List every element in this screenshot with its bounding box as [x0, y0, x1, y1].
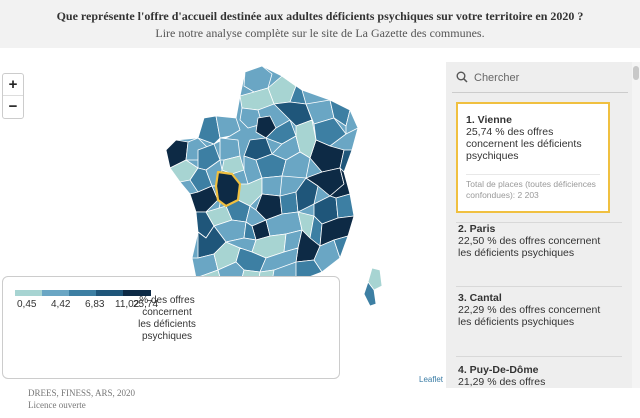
page-header: Que représente l'offre d'accueil destiné…: [0, 0, 640, 48]
department-indre-loire: [221, 155, 245, 175]
department-share: 22,50 % des offres concernent les défici…: [458, 235, 601, 259]
department-calvados: [215, 115, 241, 139]
department-haute-corse: [367, 267, 383, 291]
sidebar-scrollbar[interactable]: [632, 62, 640, 388]
legend-swatch-2: [42, 290, 69, 296]
search-underline: [452, 92, 628, 93]
department-oise: [239, 107, 263, 129]
ranking-sidebar[interactable]: 1. Vienne 25,74 % des offres concernent …: [446, 62, 632, 388]
data-source: DREES, FINESS, ARS, 2020 Licence ouverte: [28, 387, 135, 411]
legend-swatch-3: [69, 290, 96, 296]
ranking-card[interactable]: 2. Paris 22,50 % des offres concernent l…: [458, 222, 608, 259]
department-saone-loire: [281, 151, 311, 179]
search-icon: [456, 71, 468, 83]
legend-swatch-5: [123, 290, 151, 296]
department-total-places: Total de places (toutes déficiences conf…: [466, 174, 600, 201]
legend-swatch-4: [96, 290, 123, 296]
page-title: Que représente l'offre d'accueil destiné…: [56, 9, 584, 23]
legend-label: % des offres concernent les déficients p…: [138, 295, 196, 342]
legend-tick-5: 25,74: [133, 299, 159, 310]
choropleth-map[interactable]: [0, 62, 446, 388]
france-map-svg[interactable]: [0, 62, 446, 388]
search-box[interactable]: [452, 67, 628, 89]
license-line: Licence ouverte: [28, 400, 86, 410]
zoom-out-button[interactable]: −: [8, 98, 18, 115]
legend-swatch-1: [15, 290, 42, 296]
department-share: 21,29 % des offres: [458, 376, 546, 388]
department-name: 2. Paris: [458, 223, 496, 235]
zoom-in-button[interactable]: +: [3, 74, 23, 96]
scrollbar-thumb[interactable]: [633, 66, 639, 80]
department-share: 22,29 % des offres concernent les défici…: [458, 304, 601, 328]
page-subtitle: Lire notre analyse complète sur le site …: [155, 26, 485, 40]
divider: [456, 286, 622, 287]
department-name: 3. Cantal: [458, 292, 502, 304]
map-legend: 0,45 4,42 6,83 11,02 25,74 % des offres …: [2, 276, 340, 379]
department-name: 1. Vienne: [466, 114, 512, 126]
ranking-card[interactable]: 4. Puy-De-Dôme 21,29 % des offres: [458, 364, 608, 388]
zoom-control: + −: [2, 73, 24, 119]
legend-tick-1: 0,45: [17, 299, 37, 310]
legend-tick-3: 6,83: [85, 299, 105, 310]
ranking-card[interactable]: 3. Cantal 22,29 % des offres concernent …: [458, 292, 608, 328]
legend-tick-4: 11,02: [115, 299, 140, 310]
highlighted-department-outline: [214, 170, 242, 208]
ranking-card-selected[interactable]: 1. Vienne 25,74 % des offres concernent …: [456, 102, 610, 213]
source-line: DREES, FINESS, ARS, 2020: [28, 388, 136, 398]
leaflet-attribution-link[interactable]: Leaflet: [419, 375, 444, 384]
legend-color-scale: [15, 290, 151, 296]
department-savoie: [335, 193, 355, 219]
divider: [456, 356, 622, 357]
department-allier: [261, 175, 283, 197]
department-rhone: [295, 177, 319, 213]
department-loire: [279, 191, 299, 215]
search-input[interactable]: [474, 68, 624, 88]
legend-tick-2: 4,42: [51, 299, 71, 310]
department-share: 25,74 % des offres concernent les défici…: [466, 126, 582, 162]
divider: [456, 222, 622, 223]
department-alpes-maritimes: [333, 235, 349, 259]
department-corse-du-sud: [363, 281, 377, 307]
department-name: 4. Puy-De-Dôme: [458, 364, 539, 376]
